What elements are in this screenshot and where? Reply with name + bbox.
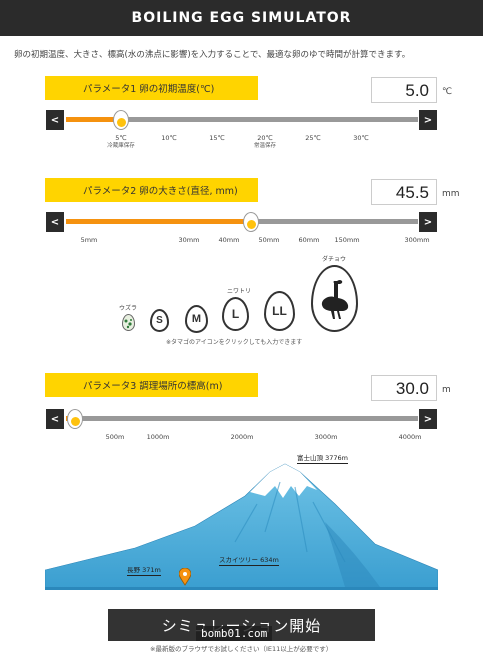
size-tick-40: 40mm <box>218 236 240 244</box>
temp-tick-25: 25℃ <box>305 134 321 142</box>
temperature-input[interactable]: 5.0 <box>371 77 437 103</box>
altitude-unit: m <box>442 385 451 395</box>
temperature-increase-button[interactable]: > <box>419 110 437 130</box>
temperature-unit: ℃ <box>442 87 453 97</box>
quail-label: ウズラ <box>118 305 138 312</box>
egg-size-m-button[interactable]: M <box>185 305 208 333</box>
egg-size-l-button[interactable]: L <box>222 297 249 331</box>
ostrich-label: ダチョウ <box>321 256 347 263</box>
alt-tick-4000: 4000m <box>398 433 422 441</box>
egg-yolk-icon <box>117 118 126 127</box>
ostrich-egg-button[interactable] <box>311 265 358 332</box>
altitude-decrease-button[interactable]: < <box>46 409 64 429</box>
param1-label: パラメータ1 卵の初期温度(℃) <box>45 76 258 100</box>
size-tick-30: 30mm <box>178 236 200 244</box>
alt-tick-1000: 1000m <box>146 433 170 441</box>
size-increase-button[interactable]: > <box>419 212 437 232</box>
altitude-input[interactable]: 30.0 <box>371 375 437 401</box>
alt-tick-3000: 3000m <box>314 433 338 441</box>
mountain-illustration: 富士山頂 3776m スカイツリー 634m 長野 371m <box>44 452 439 591</box>
temperature-slider-handle[interactable] <box>113 110 129 130</box>
ostrich-icon <box>321 279 348 319</box>
size-slider-fill <box>66 219 250 224</box>
temp-tick-30: 30℃ <box>353 134 369 142</box>
size-decrease-button[interactable]: < <box>46 212 64 232</box>
temp-tick-10: 10℃ <box>161 134 177 142</box>
temp-tick-5: 5℃ 冷蔵庫保存 <box>107 134 135 149</box>
alt-tick-2000: 2000m <box>230 433 254 441</box>
size-tick-300: 300mm <box>404 236 430 244</box>
browser-footnote: ※最新版のブラウザでお試しください（IE11以上が必要です） <box>150 645 333 653</box>
temp-tick-20: 20℃ 常温保存 <box>253 134 277 149</box>
param2-label: パラメータ2 卵の大きさ(直径, mm) <box>45 178 258 202</box>
size-tick-50: 50mm <box>258 236 280 244</box>
size-tick-5: 5mm <box>80 236 98 244</box>
altitude-increase-button[interactable]: > <box>419 409 437 429</box>
alt-tick-500: 500m <box>105 433 125 441</box>
temp-tick-15: 15℃ <box>209 134 225 142</box>
size-input[interactable]: 45.5 <box>371 179 437 205</box>
chicken-label: ニワトリ <box>226 288 252 295</box>
location-pin-icon <box>179 568 191 586</box>
watermark-text: bomb01.com <box>196 626 273 641</box>
egg-icon-hint: ※タマゴのアイコンをクリックしても入力できます <box>166 339 303 346</box>
size-tick-60: 60mm <box>298 236 320 244</box>
egg-size-s-button[interactable]: S <box>150 309 169 332</box>
quail-egg-button[interactable] <box>122 314 135 331</box>
intro-text: 卵の初期温度、大きさ、標高(水の沸点に影響)を入力することで、最適な卵のゆで時間… <box>14 50 411 60</box>
size-tick-150: 150mm <box>334 236 360 244</box>
altitude-slider-handle[interactable] <box>67 409 83 429</box>
param3-label: パラメータ3 調理場所の標高(m) <box>45 373 258 397</box>
egg-yolk-icon <box>71 417 80 426</box>
temperature-decrease-button[interactable]: < <box>46 110 64 130</box>
mt-fuji-graphic <box>44 463 439 591</box>
size-slider-handle[interactable] <box>243 212 259 232</box>
app-title: BOILING EGG SIMULATOR <box>0 0 483 36</box>
temperature-slider-fill <box>66 117 118 122</box>
quail-speckle-icon <box>124 318 132 328</box>
egg-yolk-icon <box>247 220 256 229</box>
altitude-slider-track[interactable] <box>66 416 418 421</box>
size-unit: mm <box>442 189 460 199</box>
fuji-peak-label: 富士山頂 3776m <box>297 454 348 464</box>
egg-size-ll-button[interactable]: LL <box>264 291 295 331</box>
nagano-label: 長野 371m <box>127 566 161 576</box>
temperature-slider-track[interactable] <box>66 117 418 122</box>
skytree-label: スカイツリー 634m <box>219 556 279 566</box>
